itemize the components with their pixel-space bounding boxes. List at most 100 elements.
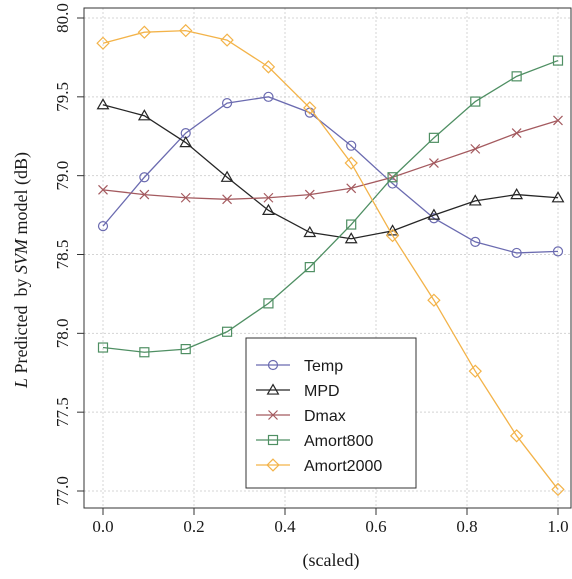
series-temp (97, 91, 564, 259)
x-tick-label: 1.0 (547, 517, 568, 536)
data-point-amort800 (511, 71, 522, 82)
data-point-amort2000 (509, 429, 524, 443)
data-point-mpd (510, 187, 524, 200)
data-point-amort2000 (551, 482, 565, 497)
data-point-amort800 (97, 342, 109, 353)
data-point-amort2000 (261, 60, 276, 74)
grid-lines (84, 8, 571, 508)
legend-item-temp: Temp (256, 358, 343, 375)
series-amort800 (97, 55, 564, 358)
data-point-mpd (262, 203, 275, 216)
data-point-dmax (304, 189, 315, 200)
y-axis-label-middle: Predicted by (11, 274, 31, 378)
data-point-dmax (222, 194, 233, 205)
x-tick-label: 0.6 (365, 517, 386, 536)
data-point-amort800 (552, 55, 564, 66)
data-point-amort2000 (427, 293, 441, 307)
data-point-temp (346, 140, 357, 151)
legend-label-amort800: Amort800 (304, 433, 373, 450)
series-layer (96, 23, 565, 497)
legend-marker-temp (267, 359, 279, 371)
data-point-amort800 (428, 132, 440, 143)
data-point-amort800 (346, 219, 357, 230)
data-point-mpd (468, 194, 482, 206)
data-point-amort2000 (303, 101, 317, 115)
data-point-amort2000 (96, 36, 110, 50)
legend-item-amort2000: Amort2000 (256, 458, 382, 475)
series-line-mpd (102, 104, 559, 240)
series-dmax (98, 115, 563, 205)
y-axis-label-suffix: model (dB) (11, 152, 32, 239)
y-tick-label: 78.5 (53, 240, 72, 270)
y-axis-label-symbol: L (11, 378, 31, 389)
data-point-temp (97, 221, 109, 232)
legend-label-dmax: Dmax (304, 408, 346, 425)
data-point-dmax (346, 183, 357, 194)
data-point-temp (387, 178, 398, 189)
x-tick-label: 0.2 (183, 517, 204, 536)
data-point-amort800 (139, 347, 150, 358)
data-point-amort2000 (468, 364, 482, 378)
legend: Temp MPD Dmax Amort800 Amort2000 (245, 337, 417, 489)
data-point-mpd (179, 135, 193, 148)
data-point-temp (511, 247, 522, 259)
series-line-amort800 (102, 59, 559, 353)
data-point-dmax (263, 192, 274, 203)
data-point-dmax (511, 128, 522, 139)
x-tick-label: 0.8 (456, 517, 477, 536)
y-tick-label: 79.0 (53, 161, 72, 191)
data-point-dmax (470, 143, 481, 154)
data-point-mpd (220, 170, 234, 182)
series-amort2000 (96, 23, 565, 497)
x-axis-label: (scaled) (303, 550, 360, 571)
y-tick-label: 79.5 (53, 82, 72, 112)
legend-marker-mpd (266, 383, 280, 395)
legend-marker-dmax (268, 410, 278, 420)
data-point-amort800 (470, 96, 481, 107)
data-point-dmax (98, 184, 108, 195)
data-point-temp (470, 236, 481, 247)
x-tick-label: 0.4 (274, 517, 296, 536)
data-point-temp (552, 246, 564, 257)
series-mpd (96, 98, 565, 244)
legend-item-dmax: Dmax (256, 408, 346, 425)
data-point-amort800 (180, 344, 191, 355)
data-point-amort800 (263, 298, 274, 309)
series-line-dmax (102, 119, 559, 200)
y-axis-label: L Predicted by SVM model (dB) (11, 152, 32, 389)
data-point-dmax (428, 158, 439, 168)
y-tick-label: 77.5 (53, 397, 72, 427)
legend-item-amort800: Amort800 (256, 433, 373, 450)
data-point-temp (221, 98, 233, 109)
data-point-amort2000 (220, 33, 234, 47)
data-point-mpd (551, 191, 565, 203)
y-tick-label: 80.0 (53, 3, 72, 33)
y-tick-label: 77.0 (53, 476, 72, 506)
y-axis: 77.0 77.5 78.0 78.5 79.0 79.5 80.0 (53, 3, 84, 506)
x-tick-label: 0.0 (92, 517, 113, 536)
legend-label-temp: Temp (304, 358, 343, 375)
series-line-amort2000 (102, 29, 559, 490)
data-point-mpd (303, 225, 317, 238)
data-point-amort800 (221, 326, 233, 337)
y-axis-label-model: SVM (11, 238, 31, 274)
legend-item-mpd: MPD (256, 383, 340, 400)
data-point-amort800 (304, 262, 315, 273)
data-point-amort2000 (179, 23, 193, 38)
data-point-dmax (139, 189, 150, 200)
data-point-mpd (427, 208, 441, 220)
data-point-mpd (96, 98, 110, 110)
data-point-amort800 (387, 172, 398, 183)
data-point-temp (263, 91, 274, 102)
data-point-temp (139, 172, 150, 183)
data-point-amort2000 (344, 156, 358, 170)
legend-marker-amort2000 (266, 458, 280, 472)
data-point-amort2000 (137, 25, 152, 39)
series-line-temp (102, 96, 559, 254)
legend-marker-amort800 (267, 434, 279, 446)
y-tick-label: 78.0 (53, 318, 72, 348)
legend-label-mpd: MPD (304, 383, 340, 400)
data-point-dmax (180, 192, 191, 203)
x-axis: 0.0 0.2 0.4 0.6 0.8 1.0 (92, 508, 569, 536)
